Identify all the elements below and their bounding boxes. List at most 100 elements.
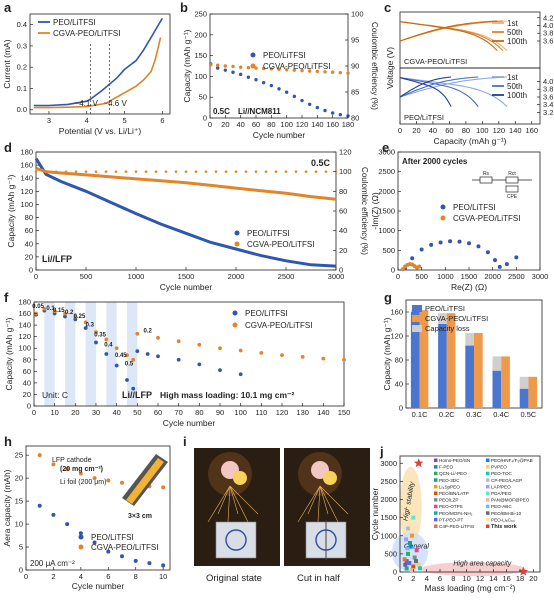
photo-original-state-led-wire — [217, 485, 231, 515]
panel-d-x-tick-label: 1000 — [128, 272, 145, 281]
panel-a-y-tick-label: 0.3 — [17, 41, 27, 50]
panel-j-legend-marker — [486, 498, 490, 502]
panel-d-y-tick-label: 20 — [25, 252, 33, 261]
panel-d-ce-point — [104, 170, 108, 173]
photo-original-state-led-wire — [227, 485, 231, 523]
panel-c-y-top-tick-label: 4.0 — [543, 21, 553, 30]
panel-e-point-0 — [497, 264, 502, 269]
panel-d-ce-point — [74, 170, 78, 173]
panel-h-point-1 — [120, 480, 124, 485]
panel-e-y-tick-label: 3000 — [378, 148, 395, 157]
panel-f-x-tick-label: 80 — [195, 408, 203, 417]
panel-b-x-tick-label: 0 — [208, 120, 212, 129]
panel-j-legend-label: PEO-TOC — [491, 471, 513, 476]
photo-original-state-led-wire — [229, 485, 239, 515]
panel-h-xlabel: Cycle number — [72, 581, 125, 591]
panel-j-legend-label: PEO/BN/LATP — [439, 491, 469, 496]
panel-b-xlabel: Cycle number — [253, 130, 306, 140]
panel-f-frame — [33, 301, 345, 407]
panel-c-x-tick-label: 160 — [526, 126, 539, 135]
panel-h-y-tick-label: 15 — [15, 497, 23, 506]
panel-a-x-tick-label: 6 — [160, 116, 164, 125]
panel-c-x-tick-label: 120 — [493, 126, 506, 135]
panel-j-legend-label: PEO-3DC — [439, 478, 460, 483]
panel-g-y-tick-label: 120 — [390, 332, 403, 341]
circuit-cpe-icon — [505, 185, 519, 193]
photo-cut-in-half — [284, 448, 370, 566]
panel-b-y-tick-label: 0 — [203, 114, 207, 123]
panel-a-y-tick-label: 0.2 — [17, 63, 27, 72]
panel-j-legend-label: PEO-Li₆C₆₀ — [491, 517, 515, 522]
panel-f-point-0 — [135, 349, 140, 354]
panel-j-literature-point — [410, 568, 414, 573]
panel-j-x-tick-label: 0 — [398, 574, 402, 583]
panel-d-ce-point — [274, 170, 278, 173]
panel-j-legend-label: PDA/PEO — [491, 491, 512, 496]
panel-c-legend-bottom-2-label: 100th — [507, 91, 527, 100]
panel-f-point-1 — [259, 350, 264, 355]
panel-e-y-tick-label: 1000 — [378, 226, 395, 235]
panel-a-x-tick-label: 4 — [85, 116, 89, 125]
panel-f-rate-label: 0.4 — [104, 342, 113, 348]
panel-d-y2-tick-label: 60 — [339, 207, 347, 216]
panel-d-y2label: Coulombic efficiency (%) — [360, 167, 369, 255]
panel-b-point-0 — [238, 72, 243, 77]
panel-b-y-tick-label: 200 — [194, 30, 207, 39]
panel-f-point-1 — [156, 335, 160, 340]
panel-e-legend-1-marker — [440, 215, 446, 221]
panel-f-point-0 — [114, 363, 119, 368]
panel-c-label-top: CGVA-PEO/LiTFSI — [404, 57, 467, 66]
panel-e-legend-0-marker — [440, 204, 446, 210]
panel-a-frame — [29, 13, 171, 115]
panel-f-point-0 — [131, 386, 136, 391]
panel-j-legend-label: C4P-PEO-LiTFSI — [439, 524, 474, 529]
panel-b-point-1 — [277, 67, 281, 72]
panel-d-series-1 — [35, 166, 337, 201]
panel-f-y-tick-label: 0 — [27, 402, 31, 411]
panel-g-bar-cgva — [419, 310, 429, 408]
panel-g-bar-loss — [519, 376, 529, 389]
panel-a-legend-1-label: CGVA-PEO/LiTFSI — [53, 29, 120, 38]
panel-b-point-1 — [215, 63, 220, 67]
panel-a-x-tick-label: 5 — [123, 116, 127, 125]
panel-e-point-0 — [476, 244, 481, 249]
panel-e-point-1 — [417, 264, 422, 269]
panel-d-y2-tick-label: 20 — [339, 246, 347, 255]
panel-f-point-0 — [197, 362, 202, 367]
panel-d-ce-point — [64, 170, 68, 173]
panel-f-point-1 — [342, 357, 346, 362]
panel-h-legend-0-marker — [78, 534, 84, 540]
panel-h-y-tick-label: 10 — [15, 520, 23, 529]
panel-j-legend-marker — [434, 491, 438, 495]
panel-d-series-0 — [34, 157, 337, 268]
panel-h-point-0 — [51, 512, 56, 517]
panel-b-point-0 — [231, 70, 235, 74]
panel-f-point-1 — [321, 356, 326, 361]
panel-g-ylabel: Capacity (mAh g⁻¹) — [382, 317, 392, 390]
panel-c-y-bottom-tick-label: 3.8 — [543, 85, 553, 94]
panel-j-literature-point — [408, 541, 412, 545]
panel-b-point-1 — [246, 65, 251, 70]
panel-a-y-tick-label: 0.1 — [17, 84, 27, 93]
panel-e-x-tick-label: 0 — [396, 272, 400, 281]
panel-j-literature-point — [406, 526, 410, 531]
panel-b-y2-tick-label: 100 — [351, 10, 364, 19]
panel-d-xlabel: Cycle number — [160, 282, 213, 292]
panel-j-legend-marker — [486, 478, 490, 482]
panel-e-point-0 — [410, 256, 415, 261]
panel-f-y-tick-label: 40 — [23, 378, 31, 387]
panel-b-y2-tick-label: 85 — [351, 88, 359, 97]
panel-b-point-0 — [338, 112, 343, 117]
panel-f-legend-1-marker — [232, 322, 238, 328]
panel-d-frame — [35, 151, 337, 271]
circuit-resistor-icon — [505, 176, 519, 184]
panel-j-literature-point — [408, 544, 413, 549]
panel-f-x-tick-label: 50 — [133, 408, 141, 417]
panel-j-x-tick-label: 18 — [516, 574, 524, 583]
panel-c-charge-5 — [399, 76, 452, 98]
panel-j-legend-marker — [434, 498, 438, 502]
panel-b-point-0 — [215, 66, 220, 70]
photo-cut-in-half-flower-icon — [323, 471, 337, 485]
panel-c-x-tick-label: 40 — [429, 126, 437, 135]
photo-cut-in-half-led-wire — [307, 485, 321, 515]
